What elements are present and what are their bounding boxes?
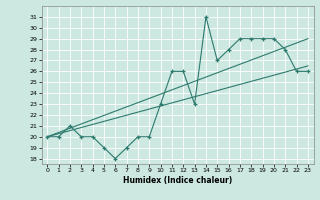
X-axis label: Humidex (Indice chaleur): Humidex (Indice chaleur) (123, 176, 232, 185)
